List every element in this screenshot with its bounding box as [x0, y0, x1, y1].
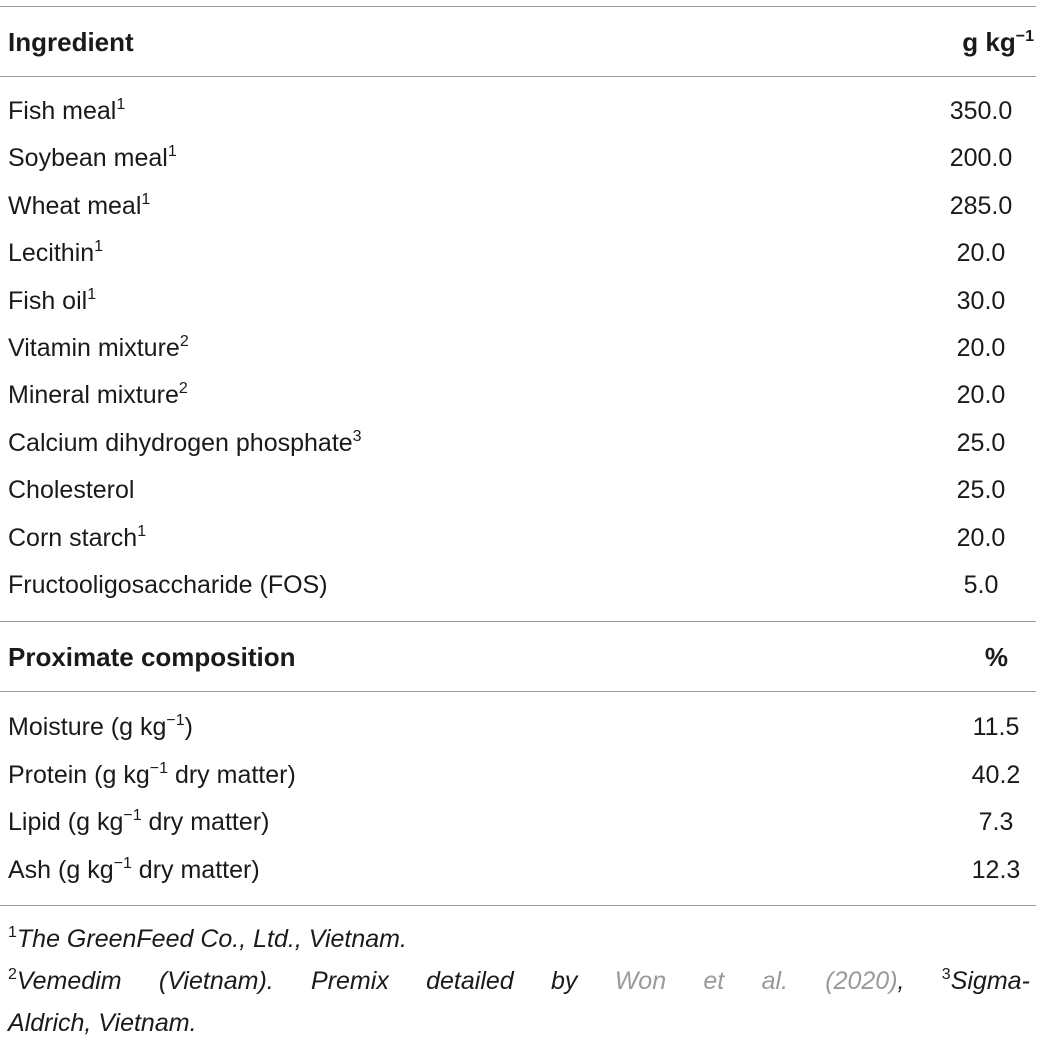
- ingredient-value: 200.0: [949, 144, 1013, 173]
- citation-link[interactable]: Won: [614, 967, 667, 995]
- bottom-rule: [0, 905, 1036, 906]
- ingredient-value: 285.0: [949, 191, 1013, 220]
- proximate-value: 11.5: [972, 713, 1020, 741]
- ingredient-name: Mineral mixture2: [8, 380, 188, 410]
- ingredient-row: Cholesterol 25.0: [8, 467, 1028, 513]
- footnote-2: 2Vemedim (Vietnam). Premix detailed by W…: [8, 962, 1030, 1004]
- proximate-row: Moisture (g kg−1) 11.5: [8, 704, 1028, 750]
- citation-link[interactable]: al.: [761, 967, 788, 995]
- ingredient-name: Cholesterol: [8, 476, 135, 505]
- ingredient-name: Vitamin mixture2: [8, 333, 189, 362]
- proximate-row: Ash (g kg−1 dry matter) 12.3: [8, 847, 1028, 893]
- ingredient-value: 20.0: [956, 523, 1006, 552]
- proximate-header-unit: %: [984, 642, 1008, 672]
- proximate-name: Lipid (g kg−1 dry matter): [8, 807, 270, 836]
- ingredient-row: Fish oil1 30.0: [8, 278, 1028, 324]
- proximate-row: Lipid (g kg−1 dry matter) 7.3: [8, 799, 1028, 845]
- footnotes: 1The GreenFeed Co., Ltd., Vietnam. 2Veme…: [8, 920, 1030, 1042]
- ingredient-row: Fructooligosaccharide (FOS) 5.0: [8, 562, 1028, 608]
- ingredient-value: 20.0: [956, 334, 1006, 362]
- ingredient-name: Fish meal1: [8, 96, 126, 125]
- footnote-1: 1The GreenFeed Co., Ltd., Vietnam.: [8, 924, 407, 953]
- proximate-name: Moisture (g kg−1): [8, 712, 193, 741]
- proximate-value: 7.3: [978, 808, 1014, 836]
- proximate-value: 12.3: [971, 855, 1021, 884]
- section-rule: [0, 621, 1036, 622]
- proximate-name: Protein (g kg−1 dry matter): [8, 759, 296, 789]
- proximate-header-row: Proximate composition %: [8, 634, 1028, 680]
- ingredient-row: Corn starch1 20.0: [8, 515, 1028, 561]
- ingredient-value: 5.0: [963, 571, 999, 599]
- ingredient-row: Wheat meal1 285.0: [8, 183, 1028, 229]
- ingredient-name: Fish oil1: [8, 285, 97, 315]
- header-rule-2: [0, 691, 1036, 692]
- proximate-header-label: Proximate composition: [8, 642, 296, 672]
- ingredient-value: 350.0: [949, 97, 1013, 125]
- ingredient-value: 30.0: [956, 286, 1006, 315]
- header-rule-1: [0, 76, 1036, 77]
- ingredient-name: Wheat meal1: [8, 190, 151, 220]
- ingredient-value: 20.0: [956, 239, 1006, 268]
- ingredient-row: Soybean meal1 200.0: [8, 135, 1028, 181]
- ingredient-name: Calcium dihydrogen phosphate3: [8, 427, 362, 457]
- ingredient-value: 20.0: [956, 381, 1006, 410]
- proximate-name: Ash (g kg−1 dry matter): [8, 854, 260, 884]
- ingredient-value: 25.0: [956, 428, 1006, 457]
- citation-link[interactable]: et: [703, 967, 725, 995]
- ingredient-header-label: Ingredient: [8, 27, 134, 57]
- proximate-value: 40.2: [971, 760, 1021, 789]
- ingredient-row: Vitamin mixture2 20.0: [8, 325, 1028, 371]
- ingredient-value: 25.0: [956, 476, 1006, 505]
- ingredient-row: Mineral mixture2 20.0: [8, 372, 1028, 418]
- ingredient-name: Fructooligosaccharide (FOS): [8, 571, 328, 599]
- ingredient-header-row: Ingredient g kg−1: [8, 19, 1034, 65]
- proximate-row: Protein (g kg−1 dry matter) 40.2: [8, 752, 1028, 798]
- ingredient-header-unit: g kg−1: [962, 27, 1034, 57]
- ingredient-row: Lecithin1 20.0: [8, 230, 1028, 276]
- ingredient-row: Fish meal1 350.0: [8, 88, 1028, 134]
- citation-link[interactable]: (2020): [825, 967, 898, 995]
- ingredient-name: Corn starch1: [8, 522, 147, 552]
- ingredient-name: Soybean meal1: [8, 143, 177, 173]
- ingredient-name: Lecithin1: [8, 238, 104, 268]
- ingredient-row: Calcium dihydrogen phosphate3 25.0: [8, 420, 1028, 466]
- top-rule: [0, 6, 1036, 7]
- footnote-3-continued: Aldrich, Vietnam.: [8, 1009, 197, 1037]
